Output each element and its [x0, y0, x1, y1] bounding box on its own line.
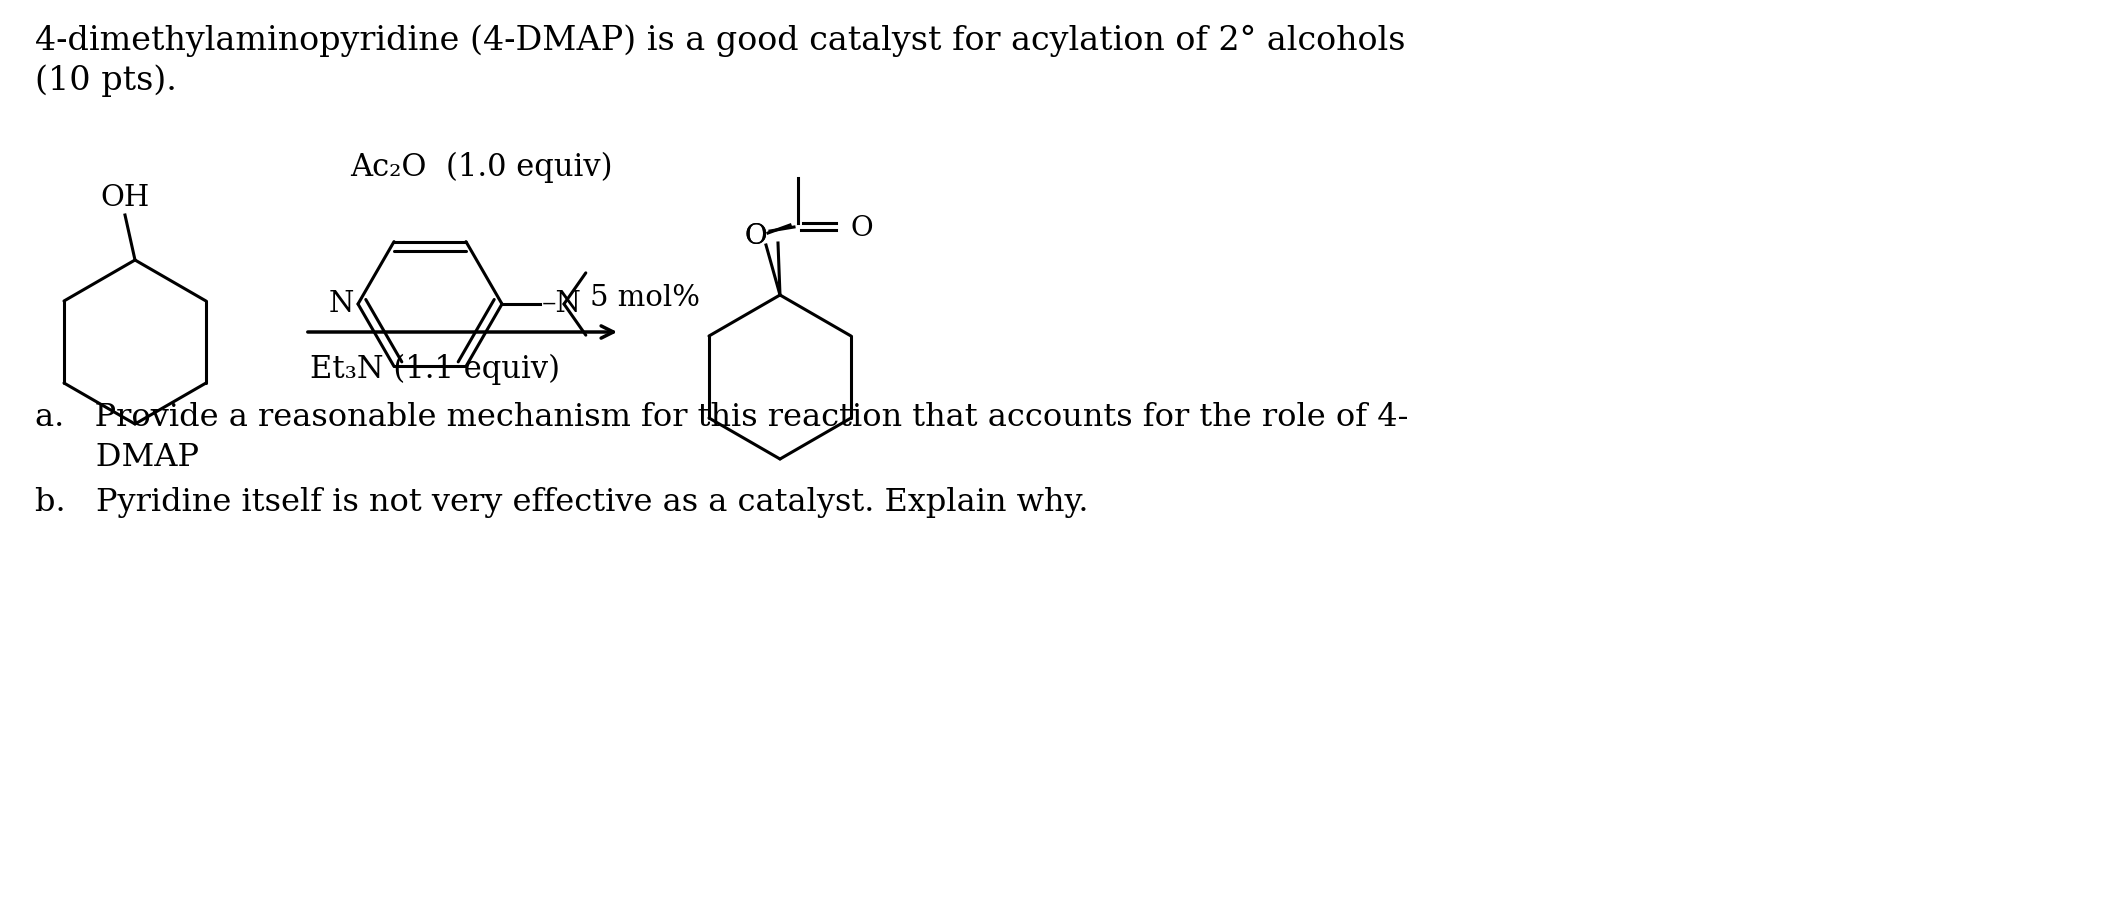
Text: O: O [745, 223, 768, 251]
Text: Et₃N (1.1 equiv): Et₃N (1.1 equiv) [311, 354, 561, 385]
Text: N: N [328, 290, 353, 318]
Text: (10 pts).: (10 pts). [36, 64, 178, 97]
Text: b.   Pyridine itself is not very effective as a catalyst. Explain why.: b. Pyridine itself is not very effective… [36, 487, 1088, 518]
Text: DMAP: DMAP [36, 442, 199, 473]
Text: O: O [745, 223, 768, 251]
Text: OH: OH [99, 184, 150, 212]
Text: Ac₂O  (1.0 equiv): Ac₂O (1.0 equiv) [349, 152, 612, 183]
Text: 4-dimethylaminopyridine (4-DMAP) is a good catalyst for acylation of 2° alcohols: 4-dimethylaminopyridine (4-DMAP) is a go… [36, 24, 1405, 56]
Text: –N: –N [542, 290, 582, 318]
Text: a.   Provide a reasonable mechanism for this reaction that accounts for the role: a. Provide a reasonable mechanism for th… [36, 402, 1409, 433]
Text: O: O [851, 215, 874, 242]
Text: 5 mol%: 5 mol% [590, 284, 700, 312]
